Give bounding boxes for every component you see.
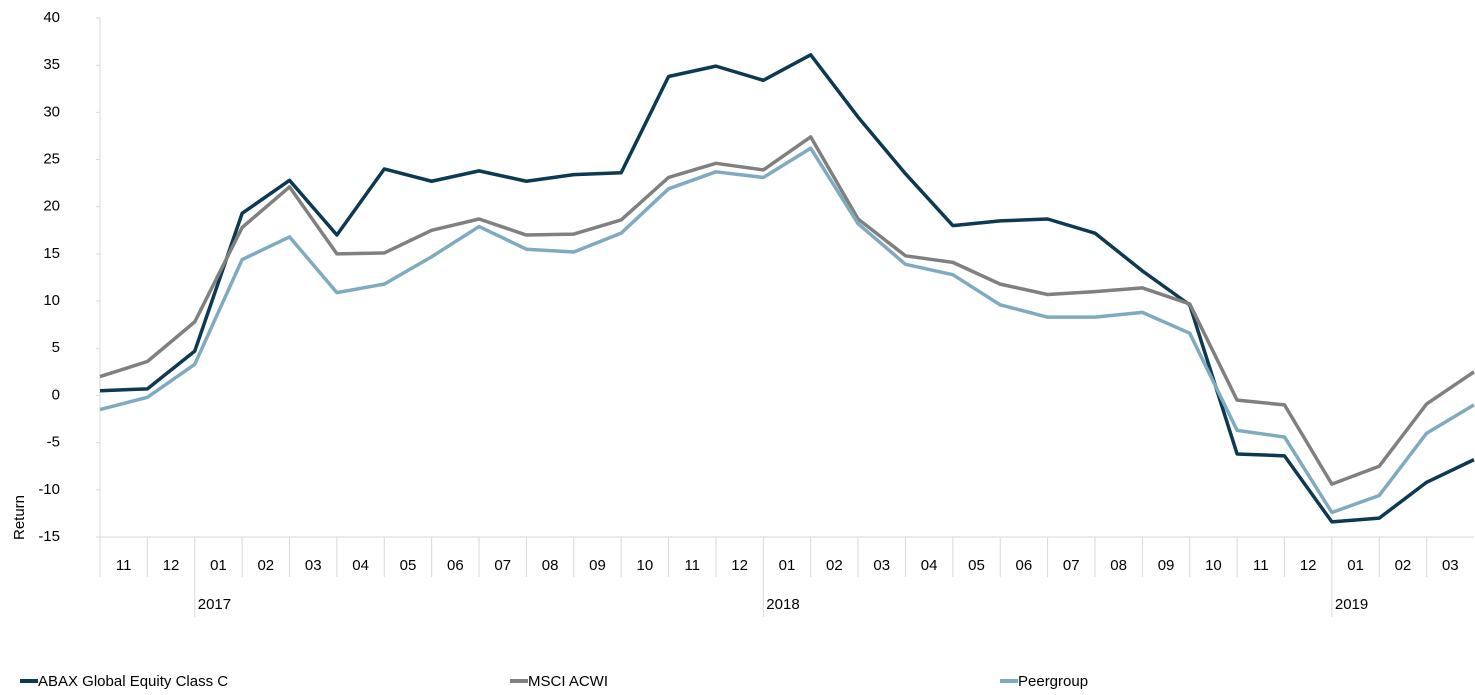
x-tick-label: 02	[257, 557, 274, 574]
x-group-label: 2019	[1335, 596, 1368, 613]
x-tick-label: 12	[163, 557, 180, 574]
x-tick-label: 08	[1110, 557, 1127, 574]
x-tick-label: 12	[1300, 557, 1317, 574]
x-tick-label: 09	[1158, 557, 1175, 574]
x-tick-label: 01	[779, 557, 796, 574]
y-tick-label: 5	[52, 339, 60, 356]
x-tick-label: 01	[210, 557, 227, 574]
y-tick-label: 20	[43, 198, 60, 215]
x-tick-label: 05	[400, 557, 417, 574]
x-tick-label: 08	[542, 557, 559, 574]
x-group-label: 2017	[198, 596, 231, 613]
x-tick-label: 11	[684, 557, 700, 574]
x-tick-label: 07	[494, 557, 511, 574]
series-line	[99, 135, 1475, 486]
x-group-label: 2018	[766, 596, 799, 613]
legend-label: ABAX Global Equity Class C	[38, 673, 228, 690]
y-tick-label: 40	[43, 9, 60, 26]
x-tick-label: 04	[352, 557, 369, 574]
legend-label: MSCI ACWI	[528, 673, 608, 690]
x-tick-label: 03	[873, 557, 890, 574]
series-line	[99, 146, 1475, 515]
x-tick-label: 12	[731, 557, 748, 574]
x-tick-label: 02	[826, 557, 843, 574]
x-tick-label: 09	[589, 557, 606, 574]
x-tick-label: 03	[305, 557, 322, 574]
x-tick-label: 11	[116, 557, 132, 574]
x-tick-label: 03	[1442, 557, 1459, 574]
y-tick-label: 35	[43, 56, 60, 73]
y-tick-label: 0	[52, 386, 60, 403]
x-tick-label: 06	[1016, 557, 1033, 574]
y-tick-label: -5	[47, 434, 60, 451]
x-tick-label: 07	[1063, 557, 1080, 574]
x-tick-label: 05	[968, 557, 985, 574]
y-tick-label: 25	[43, 151, 60, 168]
y-tick-label: 15	[43, 245, 60, 262]
legend-label: Peergroup	[1018, 673, 1088, 690]
x-tick-label: 10	[637, 557, 654, 574]
x-tick-label: 01	[1347, 557, 1364, 574]
y-axis-label: Return	[11, 495, 28, 540]
x-tick-label: 10	[1205, 557, 1222, 574]
x-tick-label: 11	[1253, 557, 1269, 574]
x-tick-label: 04	[921, 557, 938, 574]
y-tick-label: -10	[38, 481, 60, 498]
x-tick-label: 02	[1395, 557, 1412, 574]
y-tick-label: 10	[43, 292, 60, 309]
y-tick-label: -15	[38, 528, 60, 545]
y-tick-label: 30	[43, 103, 60, 120]
x-tick-label: 06	[447, 557, 464, 574]
series-line	[99, 53, 1475, 524]
